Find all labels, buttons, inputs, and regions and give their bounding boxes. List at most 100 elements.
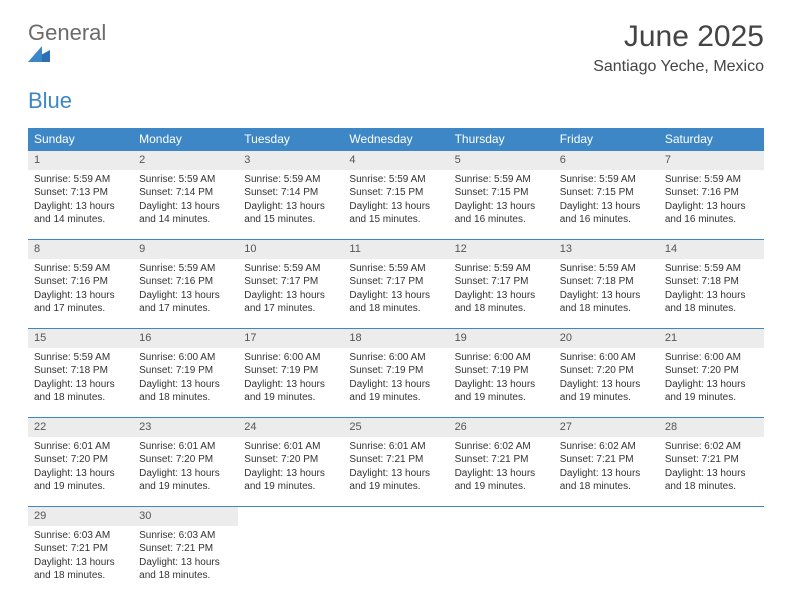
- daylight-text: Daylight: 13 hours: [244, 289, 337, 303]
- daylight-text: and 17 minutes.: [244, 302, 337, 316]
- day-details: Sunrise: 5:59 AMSunset: 7:16 PMDaylight:…: [28, 259, 133, 320]
- daylight-text: Daylight: 13 hours: [34, 467, 127, 481]
- daylight-text: and 14 minutes.: [34, 213, 127, 227]
- sunset-text: Sunset: 7:17 PM: [244, 275, 337, 289]
- day-number: 28: [659, 418, 764, 437]
- page-subtitle: Santiago Yeche, Mexico: [593, 58, 764, 76]
- daylight-text: and 18 minutes.: [560, 302, 653, 316]
- day-details: Sunrise: 5:59 AMSunset: 7:15 PMDaylight:…: [343, 170, 448, 231]
- sunrise-text: Sunrise: 5:59 AM: [665, 173, 758, 187]
- calendar-day-cell: 21Sunrise: 6:00 AMSunset: 7:20 PMDayligh…: [659, 329, 764, 418]
- weekday-header: Tuesday: [238, 128, 343, 151]
- daylight-text: Daylight: 13 hours: [139, 200, 232, 214]
- sunset-text: Sunset: 7:20 PM: [244, 453, 337, 467]
- day-details: Sunrise: 5:59 AMSunset: 7:14 PMDaylight:…: [133, 170, 238, 231]
- sunset-text: Sunset: 7:14 PM: [244, 186, 337, 200]
- sunset-text: Sunset: 7:18 PM: [665, 275, 758, 289]
- daylight-text: and 19 minutes.: [244, 480, 337, 494]
- calendar-day-cell: 1Sunrise: 5:59 AMSunset: 7:13 PMDaylight…: [28, 151, 133, 240]
- sunset-text: Sunset: 7:16 PM: [139, 275, 232, 289]
- calendar-day-cell: [238, 507, 343, 596]
- day-details: Sunrise: 6:01 AMSunset: 7:21 PMDaylight:…: [343, 437, 448, 498]
- daylight-text: and 19 minutes.: [349, 391, 442, 405]
- sunset-text: Sunset: 7:19 PM: [349, 364, 442, 378]
- daylight-text: and 19 minutes.: [349, 480, 442, 494]
- calendar-week-row: 1Sunrise: 5:59 AMSunset: 7:13 PMDaylight…: [28, 151, 764, 240]
- daylight-text: and 19 minutes.: [455, 391, 548, 405]
- sunset-text: Sunset: 7:20 PM: [665, 364, 758, 378]
- day-details: Sunrise: 5:59 AMSunset: 7:18 PMDaylight:…: [28, 348, 133, 409]
- daylight-text: and 15 minutes.: [244, 213, 337, 227]
- sunrise-text: Sunrise: 5:59 AM: [34, 262, 127, 276]
- daylight-text: Daylight: 13 hours: [34, 556, 127, 570]
- title-block: June 2025 Santiago Yeche, Mexico: [593, 20, 764, 76]
- day-number: 5: [449, 151, 554, 170]
- calendar-day-cell: 18Sunrise: 6:00 AMSunset: 7:19 PMDayligh…: [343, 329, 448, 418]
- daylight-text: Daylight: 13 hours: [34, 200, 127, 214]
- sunrise-text: Sunrise: 5:59 AM: [349, 262, 442, 276]
- calendar-day-cell: 4Sunrise: 5:59 AMSunset: 7:15 PMDaylight…: [343, 151, 448, 240]
- daylight-text: Daylight: 13 hours: [560, 467, 653, 481]
- day-details: Sunrise: 6:00 AMSunset: 7:19 PMDaylight:…: [238, 348, 343, 409]
- day-number: 13: [554, 240, 659, 259]
- sunrise-text: Sunrise: 6:01 AM: [139, 440, 232, 454]
- calendar-day-cell: 13Sunrise: 5:59 AMSunset: 7:18 PMDayligh…: [554, 240, 659, 329]
- daylight-text: Daylight: 13 hours: [665, 378, 758, 392]
- day-details: Sunrise: 5:59 AMSunset: 7:15 PMDaylight:…: [554, 170, 659, 231]
- sunset-text: Sunset: 7:20 PM: [560, 364, 653, 378]
- day-number: 16: [133, 329, 238, 348]
- daylight-text: Daylight: 13 hours: [560, 200, 653, 214]
- calendar-day-cell: 15Sunrise: 5:59 AMSunset: 7:18 PMDayligh…: [28, 329, 133, 418]
- daylight-text: and 16 minutes.: [455, 213, 548, 227]
- sunrise-text: Sunrise: 6:00 AM: [349, 351, 442, 365]
- day-number: 25: [343, 418, 448, 437]
- sunset-text: Sunset: 7:16 PM: [34, 275, 127, 289]
- day-number: 12: [449, 240, 554, 259]
- sunset-text: Sunset: 7:15 PM: [455, 186, 548, 200]
- daylight-text: and 18 minutes.: [34, 569, 127, 583]
- calendar-day-cell: 14Sunrise: 5:59 AMSunset: 7:18 PMDayligh…: [659, 240, 764, 329]
- daylight-text: Daylight: 13 hours: [560, 378, 653, 392]
- daylight-text: and 19 minutes.: [244, 391, 337, 405]
- day-details: Sunrise: 5:59 AMSunset: 7:18 PMDaylight:…: [554, 259, 659, 320]
- daylight-text: Daylight: 13 hours: [455, 289, 548, 303]
- day-number: 1: [28, 151, 133, 170]
- daylight-text: and 18 minutes.: [665, 302, 758, 316]
- sunrise-text: Sunrise: 5:59 AM: [244, 173, 337, 187]
- calendar-day-cell: 16Sunrise: 6:00 AMSunset: 7:19 PMDayligh…: [133, 329, 238, 418]
- calendar-day-cell: 19Sunrise: 6:00 AMSunset: 7:19 PMDayligh…: [449, 329, 554, 418]
- daylight-text: Daylight: 13 hours: [244, 378, 337, 392]
- header: GeneralBlue June 2025 Santiago Yeche, Me…: [28, 20, 764, 114]
- daylight-text: and 19 minutes.: [34, 480, 127, 494]
- day-details: Sunrise: 6:01 AMSunset: 7:20 PMDaylight:…: [28, 437, 133, 498]
- daylight-text: and 18 minutes.: [560, 480, 653, 494]
- sunrise-text: Sunrise: 5:59 AM: [560, 262, 653, 276]
- sunrise-text: Sunrise: 6:01 AM: [349, 440, 442, 454]
- day-number: 30: [133, 507, 238, 526]
- sunrise-text: Sunrise: 6:02 AM: [665, 440, 758, 454]
- day-number: 26: [449, 418, 554, 437]
- calendar-day-cell: 6Sunrise: 5:59 AMSunset: 7:15 PMDaylight…: [554, 151, 659, 240]
- day-details: Sunrise: 6:01 AMSunset: 7:20 PMDaylight:…: [238, 437, 343, 498]
- daylight-text: Daylight: 13 hours: [139, 378, 232, 392]
- day-number: 14: [659, 240, 764, 259]
- day-details: Sunrise: 6:00 AMSunset: 7:19 PMDaylight:…: [133, 348, 238, 409]
- daylight-text: Daylight: 13 hours: [665, 467, 758, 481]
- day-number: 7: [659, 151, 764, 170]
- calendar-day-cell: 9Sunrise: 5:59 AMSunset: 7:16 PMDaylight…: [133, 240, 238, 329]
- daylight-text: Daylight: 13 hours: [665, 200, 758, 214]
- day-details: Sunrise: 5:59 AMSunset: 7:18 PMDaylight:…: [659, 259, 764, 320]
- weekday-header-row: SundayMondayTuesdayWednesdayThursdayFrid…: [28, 128, 764, 151]
- calendar-day-cell: [659, 507, 764, 596]
- daylight-text: and 17 minutes.: [139, 302, 232, 316]
- day-number: 27: [554, 418, 659, 437]
- day-number: 22: [28, 418, 133, 437]
- sunset-text: Sunset: 7:20 PM: [139, 453, 232, 467]
- day-number: 29: [28, 507, 133, 526]
- daylight-text: Daylight: 13 hours: [560, 289, 653, 303]
- calendar-day-cell: [449, 507, 554, 596]
- sunrise-text: Sunrise: 5:59 AM: [139, 262, 232, 276]
- daylight-text: Daylight: 13 hours: [349, 200, 442, 214]
- day-details: Sunrise: 6:00 AMSunset: 7:20 PMDaylight:…: [554, 348, 659, 409]
- day-number: 6: [554, 151, 659, 170]
